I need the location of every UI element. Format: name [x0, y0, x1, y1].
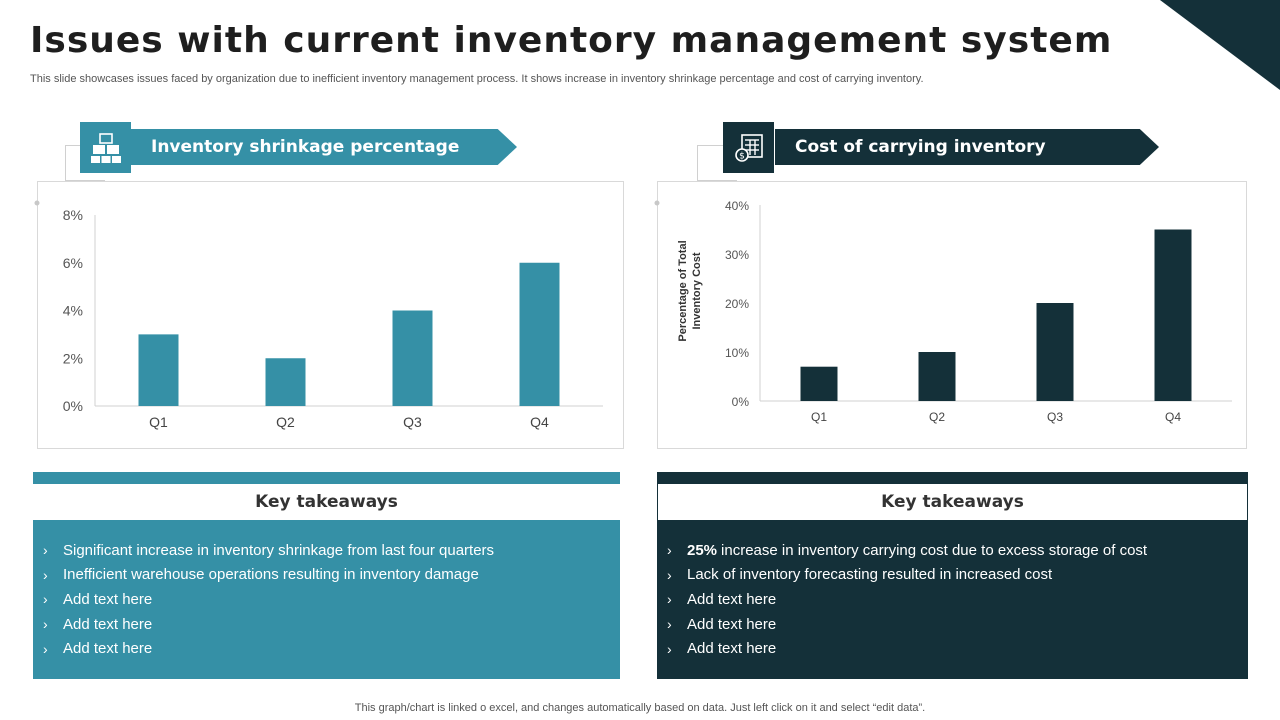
list-item: › 25% increase in inventory carrying cost …	[667, 541, 1148, 559]
calculator-icon: $	[723, 122, 774, 173]
chevron-right-icon: ›	[43, 616, 48, 633]
list-item: › Add text here	[43, 590, 153, 608]
boxes-icon	[80, 122, 131, 173]
list-item: › Add text here	[667, 640, 777, 658]
list-item: › Add text here	[667, 615, 777, 633]
right-takeaways-title: Key takeaways	[657, 484, 1248, 520]
page-subtitle: This slide showcases issues faced by org…	[30, 73, 924, 85]
left-chart-frame	[37, 181, 624, 449]
list-item: › Add text here	[43, 640, 153, 658]
corner-decoration	[1160, 0, 1280, 90]
right-takeaways-list: › 25% increase in inventory carrying cost …	[657, 520, 1248, 679]
chevron-right-icon: ›	[667, 542, 672, 559]
chevron-right-icon: ›	[667, 616, 672, 633]
right-panel-header: Cost of carrying inventory	[775, 129, 1159, 165]
chevron-right-icon: ›	[667, 566, 672, 583]
right-header-bracket	[697, 145, 737, 181]
list-item: › Add text here	[667, 590, 777, 608]
list-item: › Add text here	[43, 615, 153, 633]
chevron-right-icon: ›	[667, 640, 672, 657]
page-title: Issues with current inventory management…	[30, 20, 1113, 61]
footer-note: This graph/chart is linked o excel, and …	[354, 702, 926, 714]
left-takeaways-title-text: Key takeaways	[255, 492, 398, 512]
right-takeaways-title-text: Key takeaways	[881, 492, 1024, 512]
left-panel-header-text: Inventory shrinkage percentage	[151, 137, 460, 157]
chevron-right-icon: ›	[43, 542, 48, 559]
chevron-right-icon: ›	[43, 566, 48, 583]
right-chart-frame	[657, 181, 1247, 449]
left-takeaways-bar	[33, 472, 620, 484]
list-item: › Significant increase in inventory shrin…	[43, 541, 495, 559]
svg-text:$: $	[739, 151, 745, 161]
right-panel-header-text: Cost of carrying inventory	[795, 137, 1046, 157]
left-takeaways-list: › Significant increase in inventory shrin…	[33, 520, 620, 679]
chevron-right-icon: ›	[667, 591, 672, 608]
chevron-right-icon: ›	[43, 640, 48, 657]
left-panel-header: Inventory shrinkage percentage	[131, 129, 517, 165]
left-takeaways-title: Key takeaways	[33, 484, 620, 520]
list-item: › Lack of inventory forecasting resulted …	[667, 566, 1053, 584]
list-item: › Inefficient warehouse operations result…	[43, 566, 479, 584]
chevron-right-icon: ›	[43, 591, 48, 608]
right-takeaways-bar	[657, 472, 1248, 484]
